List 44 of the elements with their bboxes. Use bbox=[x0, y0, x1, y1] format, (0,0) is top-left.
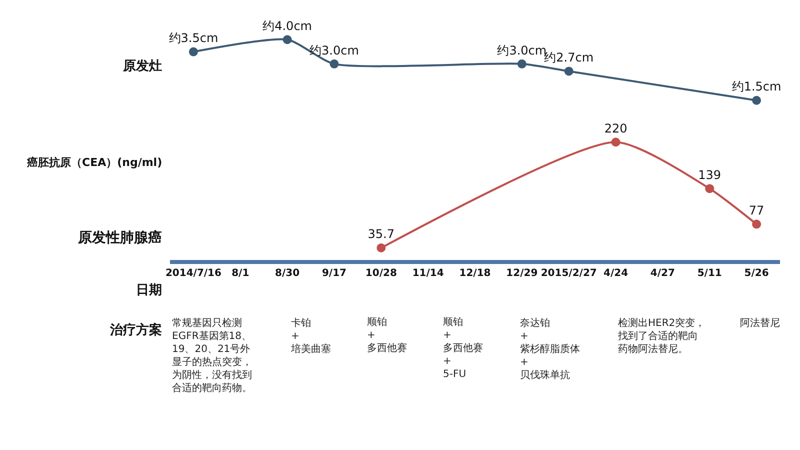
point bbox=[611, 138, 620, 147]
text: 顺铂 + 多西他赛 + 5-FU bbox=[443, 317, 483, 380]
data-label: 139 bbox=[698, 168, 722, 182]
data-label: 约2.7cm bbox=[544, 50, 594, 65]
text: 奈达铂 + 紫杉醇脂质体 + 贝伐珠单抗 bbox=[520, 317, 580, 381]
x-tick-label: 8/30 bbox=[275, 268, 300, 279]
data-label: 35.7 bbox=[368, 227, 395, 242]
data-label: 220 bbox=[604, 121, 628, 136]
x-tick-label: 5/11 bbox=[697, 268, 722, 279]
text: 原发性肺腺癌 bbox=[77, 229, 162, 246]
data-label: 约3.0cm bbox=[310, 43, 359, 58]
x-tick-label: 8/1 bbox=[232, 268, 250, 279]
point bbox=[188, 47, 198, 56]
data-label: 约1.5cm bbox=[732, 80, 782, 94]
x-tick-label: 11/14 bbox=[412, 268, 444, 279]
point bbox=[376, 243, 386, 252]
x-tick-label: 4/24 bbox=[604, 268, 628, 279]
point bbox=[752, 96, 762, 105]
text: 顺铂 + 多西他赛 bbox=[367, 317, 407, 354]
x-tick-label: 5/26 bbox=[744, 268, 769, 279]
text: 治疗方案 bbox=[109, 322, 162, 338]
x-tick-label: 12/18 bbox=[459, 268, 491, 279]
y-axis-title: 癌胚抗原（CEA）(ng/ml) bbox=[26, 156, 162, 169]
x-tick-label: 4/27 bbox=[650, 268, 675, 279]
point bbox=[282, 35, 292, 44]
data-label: 77 bbox=[748, 204, 764, 218]
x-tick-label: 2015/2/27 bbox=[540, 268, 597, 279]
text: 常规基因只检测EGFR基因第18、19、20、21号外显子的热点突变，为阴性，没有找到合适的靶向药物。 bbox=[172, 317, 252, 394]
point bbox=[517, 59, 526, 68]
x-tick-label: 9/17 bbox=[322, 268, 347, 279]
point bbox=[330, 59, 339, 68]
text: 阿法替尼 bbox=[740, 317, 780, 329]
y-axis-title: 原发灶 bbox=[122, 59, 162, 74]
text: 卡铂 + 培美曲塞 bbox=[290, 317, 331, 355]
data-label: 约3.5cm bbox=[168, 31, 218, 46]
x-tick-label: 2014/7/16 bbox=[165, 268, 222, 279]
point bbox=[752, 220, 762, 229]
x-tick-label: 10/28 bbox=[365, 268, 397, 279]
data-label: 约4.0cm bbox=[262, 18, 312, 33]
text: 检测出HER2突变，找到了合适的靶向药物阿法替尼。 bbox=[617, 317, 706, 355]
point bbox=[705, 184, 714, 194]
point bbox=[564, 66, 574, 76]
x-axis-title: 日期 bbox=[136, 283, 162, 298]
x-tick-label: 12/29 bbox=[506, 268, 538, 279]
